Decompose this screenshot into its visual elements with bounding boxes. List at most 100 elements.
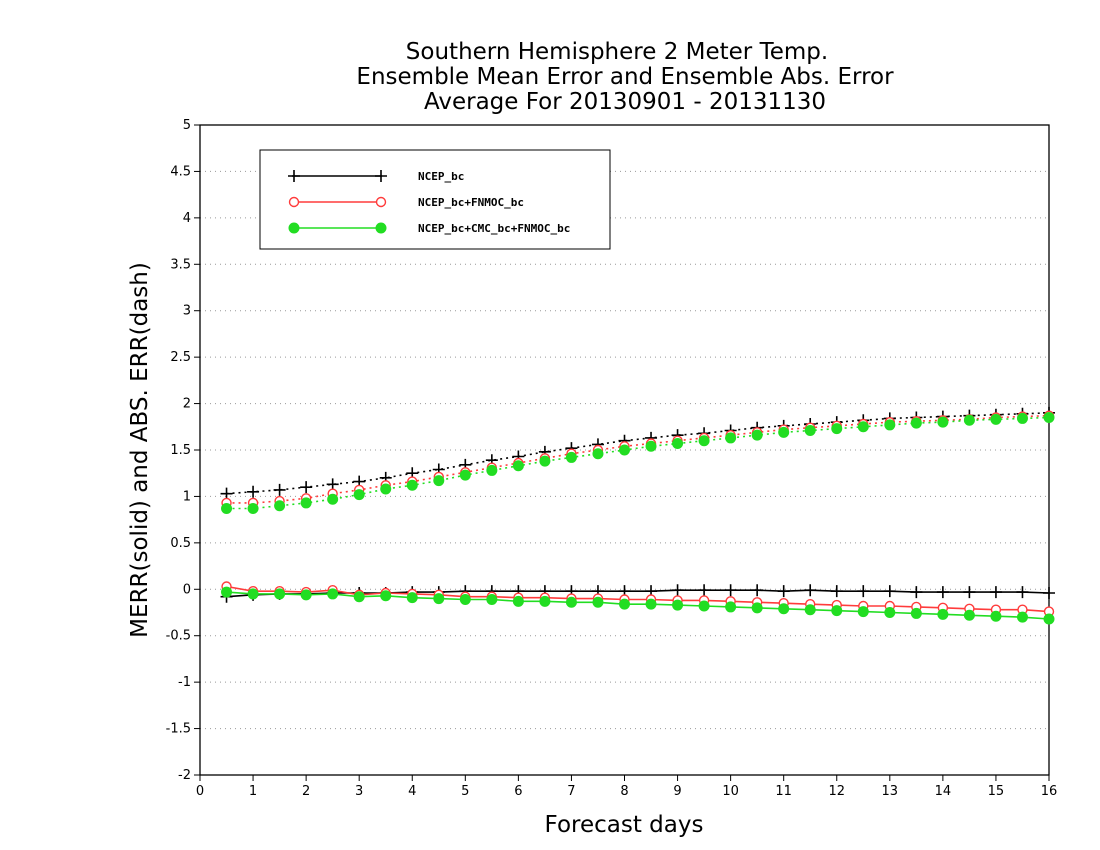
abs-err-point [512,460,524,472]
y-tick-label: -0.5 [166,629,191,644]
merr-point [777,585,790,598]
abs-err-point [804,425,816,436]
legend-marker [288,170,300,182]
abs-err-point [274,500,286,512]
merr-point [433,593,445,605]
abs-err-point [937,416,949,428]
merr-point [486,594,498,605]
x-tick-label: 10 [722,784,739,799]
merr-point [724,584,737,597]
merr-point [937,608,949,620]
merr-point [804,584,817,597]
legend-marker [375,222,387,234]
abs-err-point [1016,412,1028,424]
legend-label: NCEP_bc+CMC_bc+FNMOC_bc [418,222,570,235]
abs-err-point [565,451,577,463]
x-tick-label: 4 [408,784,416,799]
abs-err-point [910,417,922,429]
merr-point [592,596,604,608]
abs-err-point [459,469,471,481]
legend-entry-2: NCEP_bc+FNMOC_bc [288,196,524,209]
merr-point [910,586,923,599]
x-tick-label: 12 [828,784,845,799]
abs-err-point [486,464,498,476]
merr-point [884,607,896,618]
abs-err-point [884,419,896,431]
merr-point [619,598,630,610]
merr-point [672,599,684,611]
merr-point [300,589,312,601]
x-tick-label: 7 [567,784,575,799]
merr-point [883,585,896,598]
abs-err-point [619,444,630,456]
merr-point [565,596,577,608]
abs-err-point [300,497,312,509]
abs-err-point [539,455,551,467]
legend-entry-3: NCEP_bc+CMC_bc+FNMOC_bc [288,222,570,235]
merr-point [247,588,259,600]
merr-point [936,586,949,599]
y-tick-label: 4 [183,211,191,226]
series-layer [220,406,1055,625]
abs-err-point [406,479,418,491]
abs-err-point [751,429,763,441]
abs-err-point [963,414,975,426]
legend-entry-1: NCEP_bc [288,170,464,183]
abs-err-point [1043,412,1055,423]
y-tick-label: -1.5 [166,722,191,737]
series-3 [221,412,1055,625]
x-tick-label: 14 [935,784,952,799]
merr-point [989,586,1002,599]
merr-point [327,588,339,600]
abs-err-point [433,475,445,487]
x-axis: 0 1 2 3 4 5 6 7 8 9 10 11 12 13 14 15 16 [196,775,1057,799]
abs-err-point [645,440,657,452]
legend-marker [375,170,387,182]
merr-point [725,601,737,613]
abs-err-line [226,416,1050,510]
merr-point [804,604,816,616]
merr-point [380,590,392,602]
y-tick-label: 5 [183,118,191,133]
series-2 [221,410,1055,617]
legend-label: NCEP_bc [418,170,464,183]
legend-label: NCEP_bc+FNMOC_bc [418,196,524,209]
abs-err-point [327,493,339,505]
abs-err-point [857,421,869,433]
y-axis: -2 -1.5 -1 -0.5 0 0.5 1 1.5 2 2.5 3 3.5 4 4.5 5 [166,118,200,783]
title-line-3: Average For 20130901 - 20131130 [424,89,826,115]
y-tick-label: 3.5 [170,257,191,272]
x-tick-label: 13 [882,784,899,799]
y-tick-label: 4.5 [170,164,191,179]
y-tick-label: -1 [178,675,191,690]
merr-point [831,605,843,617]
abs-err-point [672,438,684,449]
merr-point [353,591,365,603]
merr-point [1016,611,1028,623]
abs-err-point [353,489,365,501]
legend-marker [288,196,300,208]
abs-err-point [300,481,313,494]
y-tick-label: 1.5 [170,443,191,458]
merr-point [698,600,710,612]
merr-point [830,585,843,598]
x-tick-label: 1 [249,784,257,799]
x-tick-label: 2 [302,784,310,799]
abs-err-point [778,426,790,438]
merr-point [1043,613,1055,625]
merr-point [539,595,551,607]
merr-point [990,610,1002,622]
y-tick-label: 1 [183,489,191,504]
abs-err-point [220,487,233,500]
merr-point [406,592,418,604]
series-1 [220,406,1055,603]
x-tick-label: 6 [514,784,522,799]
x-tick-label: 16 [1041,784,1058,799]
legend-marker [375,196,387,208]
x-tick-label: 5 [461,784,469,799]
x-tick-label: 3 [355,784,363,799]
merr-line [226,591,1050,620]
abs-err-point [247,503,259,514]
merr-point [963,609,975,621]
